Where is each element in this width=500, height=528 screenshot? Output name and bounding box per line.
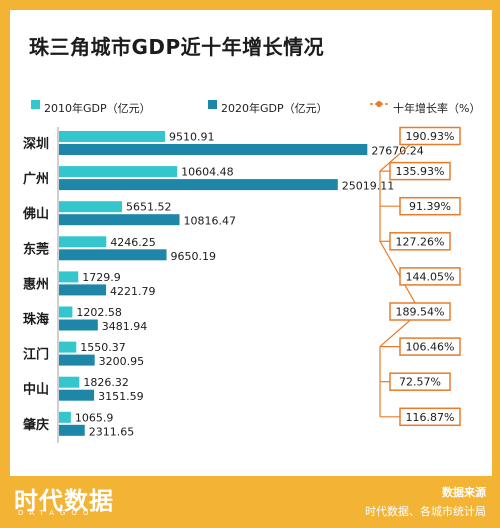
footer-bar <box>0 476 500 528</box>
bar-2020 <box>59 389 95 401</box>
bar-2010 <box>59 201 122 213</box>
source-text: 时代数据、各城市统计局 <box>365 505 486 518</box>
bar-2010 <box>59 306 73 318</box>
city-label: 深圳 <box>23 136 49 152</box>
label-2020: 3200.95 <box>99 355 144 368</box>
label-2020: 27670.24 <box>371 145 424 158</box>
label-2010: 9510.91 <box>169 131 215 144</box>
bar-2010 <box>59 131 165 142</box>
label-2010: 10604.48 <box>181 166 234 179</box>
rate-box <box>389 372 451 391</box>
bar-2020 <box>59 319 98 331</box>
city-label: 江门 <box>23 347 49 363</box>
legend-label-2010: 2010年GDP（亿元） <box>44 102 151 115</box>
brand-logo: 时代数据 <box>14 487 114 515</box>
label-2010: 1729.9 <box>82 271 121 284</box>
bar-2010 <box>59 166 178 178</box>
label-2010: 1550.37 <box>80 341 126 354</box>
label-2020: 2311.65 <box>89 425 135 438</box>
city-label: 广州 <box>23 171 49 187</box>
rate-box <box>399 267 461 286</box>
legend-label-2020: 2020年GDP（亿元） <box>221 102 328 115</box>
bar-2010 <box>59 411 71 423</box>
bar-2020 <box>59 144 368 155</box>
label-2010: 5651.52 <box>126 201 172 214</box>
bar-2020 <box>59 249 167 261</box>
label-2010: 1065.9 <box>75 411 114 424</box>
bar-2010 <box>59 236 107 248</box>
source-title: 数据来源 <box>442 486 486 499</box>
rate-box <box>389 302 451 321</box>
rate-box <box>399 337 461 356</box>
bar-2020 <box>59 424 85 436</box>
bar-2020 <box>59 284 107 296</box>
rate-box <box>399 126 461 146</box>
chart-title: 珠三角城市GDP近十年增长情况 <box>29 35 325 59</box>
bar-2020 <box>59 354 95 366</box>
rate-label: 91.39% <box>409 200 451 213</box>
rate-label: 106.46% <box>406 341 455 354</box>
bar-2010 <box>59 271 79 283</box>
label-2020: 9650.19 <box>171 250 217 263</box>
label-2020: 10816.47 <box>184 215 237 228</box>
rate-label: 72.57% <box>399 376 441 389</box>
city-label: 东莞 <box>23 241 49 257</box>
label-2020: 3151.59 <box>98 390 143 403</box>
legend-swatch-2010 <box>31 100 40 109</box>
bar-2020 <box>59 214 180 226</box>
rate-box <box>389 232 451 251</box>
rate-label: 144.05% <box>406 270 455 283</box>
label-2020: 4221.79 <box>110 285 156 298</box>
bar-2010 <box>59 341 77 353</box>
city-label: 佛山 <box>22 206 49 222</box>
label-2020: 3481.94 <box>102 320 148 333</box>
rate-label: 135.93% <box>396 165 445 178</box>
city-label: 珠海 <box>23 312 49 328</box>
rate-box <box>399 407 461 427</box>
rate-label: 190.93% <box>406 130 455 143</box>
legend-swatch-2020 <box>208 100 217 109</box>
rate-box <box>389 161 451 181</box>
city-label: 惠州 <box>23 276 49 292</box>
rate-box <box>399 196 461 216</box>
rate-label: 127.26% <box>396 235 445 248</box>
brand-logo-sub: DATAGOO <box>18 509 95 517</box>
city-label: 中山 <box>23 382 49 398</box>
city-label: 肇庆 <box>22 417 49 433</box>
label-2010: 4246.25 <box>110 236 156 249</box>
rate-label: 189.54% <box>396 306 445 319</box>
rate-label: 116.87% <box>406 411 455 424</box>
label-2010: 1202.58 <box>76 306 122 319</box>
label-2020: 25019.11 <box>342 180 395 193</box>
bar-2010 <box>59 376 80 388</box>
label-2010: 1826.32 <box>83 376 129 389</box>
legend-label-rate: 十年增长率（%） <box>393 102 481 115</box>
bar-2020 <box>59 179 338 191</box>
